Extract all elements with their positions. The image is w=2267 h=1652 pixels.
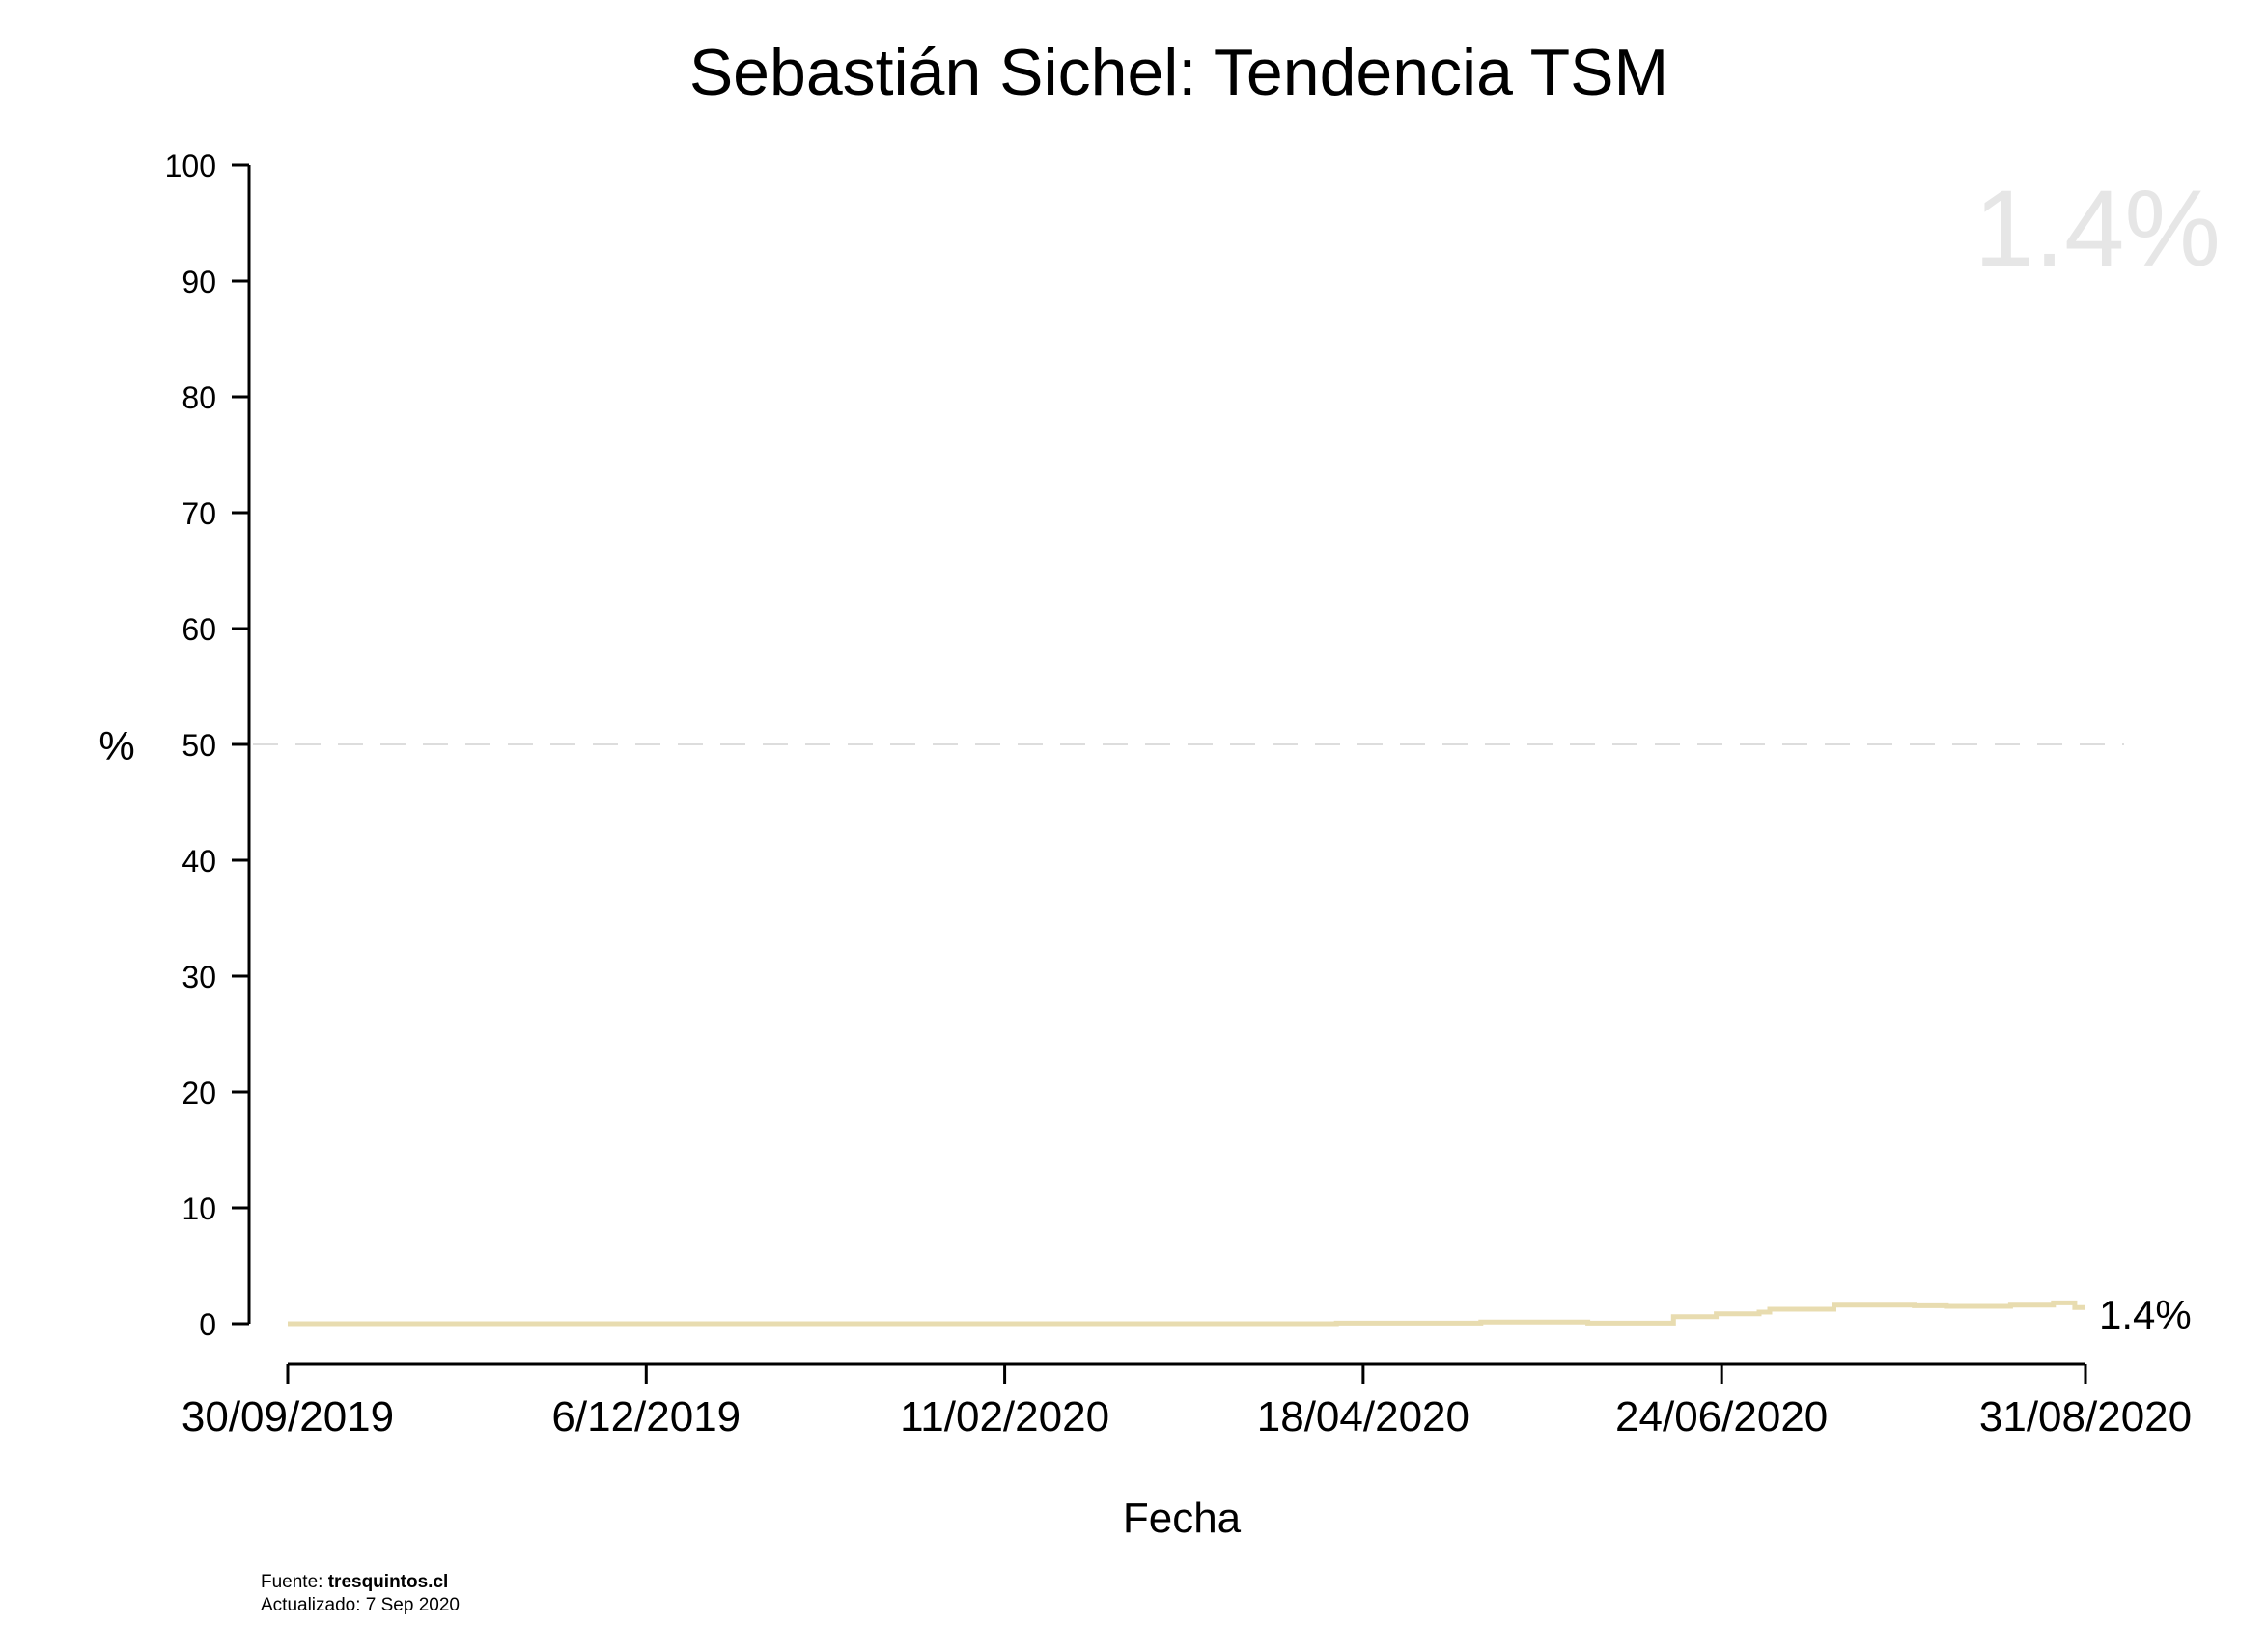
source-prefix: Fuente:	[261, 1572, 328, 1592]
end-value-label: 1.4%	[2099, 1292, 2192, 1337]
y-tick-label: 60	[182, 612, 216, 647]
series-line	[288, 1300, 2085, 1327]
y-tick-label: 90	[182, 265, 216, 299]
current-value-watermark: 1.4%	[1974, 168, 2221, 289]
y-tick-label: 100	[165, 149, 216, 183]
source-note: Fuente: tresquintos.cl	[261, 1572, 448, 1592]
x-axis: 30/09/2019 6/12/2019 11/02/2020 18/04/2020 2…	[182, 1362, 2192, 1441]
y-tick-label: 40	[182, 844, 216, 879]
y-tick-label: 50	[182, 728, 216, 763]
y-axis-label: %	[98, 723, 134, 769]
x-tick-label: 31/08/2020	[1979, 1393, 2192, 1441]
x-tick-label: 24/06/2020	[1615, 1393, 1828, 1441]
chart-title: Sebastián Sichel: Tendencia TSM	[689, 36, 1668, 109]
source-site: tresquintos.cl	[328, 1572, 449, 1592]
x-tick-label: 11/02/2020	[900, 1393, 1109, 1441]
series-group	[288, 1300, 2085, 1327]
x-tick-label: 18/04/2020	[1257, 1393, 1469, 1441]
y-tick-label: 0	[199, 1307, 216, 1342]
x-axis-label: Fecha	[1123, 1495, 1242, 1542]
y-tick-label: 70	[182, 496, 216, 531]
y-tick-label: 30	[182, 960, 216, 994]
y-tick-label: 10	[182, 1191, 216, 1226]
updated-note: Actualizado: 7 Sep 2020	[261, 1595, 460, 1615]
y-tick-label: 20	[182, 1076, 216, 1110]
x-tick-label: 30/09/2019	[182, 1393, 394, 1441]
x-tick-label: 6/12/2019	[551, 1393, 741, 1441]
y-tick-label: 80	[182, 380, 216, 415]
y-axis: 0 10 20 30 40 50 60 70 80 90 100	[165, 149, 251, 1342]
